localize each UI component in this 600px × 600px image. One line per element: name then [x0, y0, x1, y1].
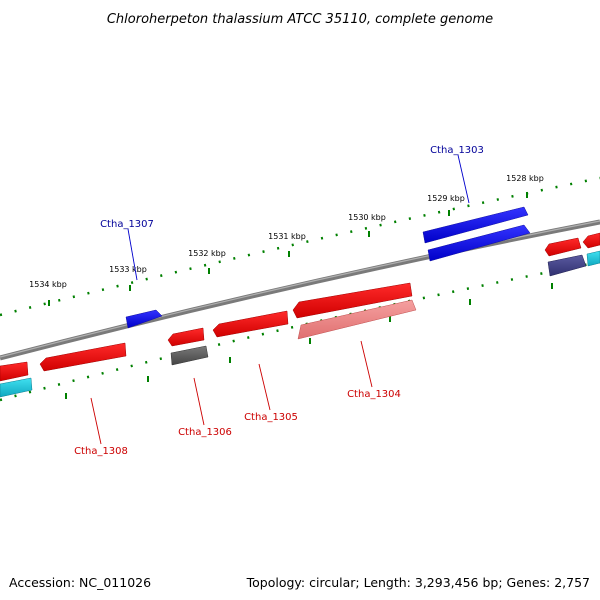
gene-ctha-1301-other[interactable] — [547, 254, 587, 277]
gene-label-ctha-1307: Ctha_1307 — [100, 219, 154, 230]
tick-label-1528: 1528 kbp — [506, 174, 544, 183]
tick-label-1533: 1533 kbp — [109, 265, 147, 274]
gene-label-ctha-1305: Ctha_1305 — [244, 412, 298, 423]
gene-ctha-1308[interactable] — [39, 342, 127, 372]
gene-ctha-1304[interactable] — [292, 282, 413, 319]
genome-summary-text: Topology: circular; Length: 3,293,456 bp… — [246, 575, 590, 590]
tick-label-1530: 1530 kbp — [348, 213, 386, 222]
gene-ctha-1306-pseudo[interactable] — [170, 345, 209, 366]
gene-label-ctha-1306: Ctha_1306 — [178, 427, 232, 438]
gene-ctha-1301[interactable] — [544, 237, 582, 257]
gene-ctha-1307[interactable] — [125, 309, 163, 329]
inner-ruler-major-ticks — [65, 283, 553, 399]
gene-label-ctha-1308: Ctha_1308 — [74, 446, 128, 457]
genome-backbone — [0, 219, 600, 361]
outer-ruler-major-ticks — [48, 192, 528, 306]
map-title: Chloroherpeton thalassium ATCC 35110, co… — [107, 12, 493, 27]
tick-label-1529: 1529 kbp — [427, 194, 465, 203]
gene-label-ctha-1303: Ctha_1303 — [430, 145, 484, 156]
tick-label-1531: 1531 kbp — [268, 232, 306, 241]
gene-label-leaders — [90, 154, 470, 445]
outer-ruler — [0, 176, 600, 317]
gene-ctha-1304-rna[interactable] — [297, 299, 417, 340]
gene-ctha-1306[interactable] — [167, 327, 205, 347]
gene-ctha-1302[interactable] — [427, 224, 531, 262]
tick-label-1532: 1532 kbp — [188, 249, 226, 258]
genome-backbone-highlight — [0, 220, 600, 358]
tick-label-1534: 1534 kbp — [29, 280, 67, 289]
gene-ctha-1309[interactable] — [0, 361, 29, 382]
gene-ctha-1300[interactable] — [582, 232, 600, 249]
gene-ctha-1300-hypothetical[interactable] — [586, 250, 600, 267]
gene-ctha-1303[interactable] — [422, 206, 529, 244]
gene-ctha-1309-rna[interactable] — [0, 377, 33, 398]
gene-ctha-1305[interactable] — [212, 310, 289, 338]
accession-text: Accession: NC_011026 — [9, 575, 151, 590]
gene-label-ctha-1304: Ctha_1304 — [347, 389, 401, 400]
